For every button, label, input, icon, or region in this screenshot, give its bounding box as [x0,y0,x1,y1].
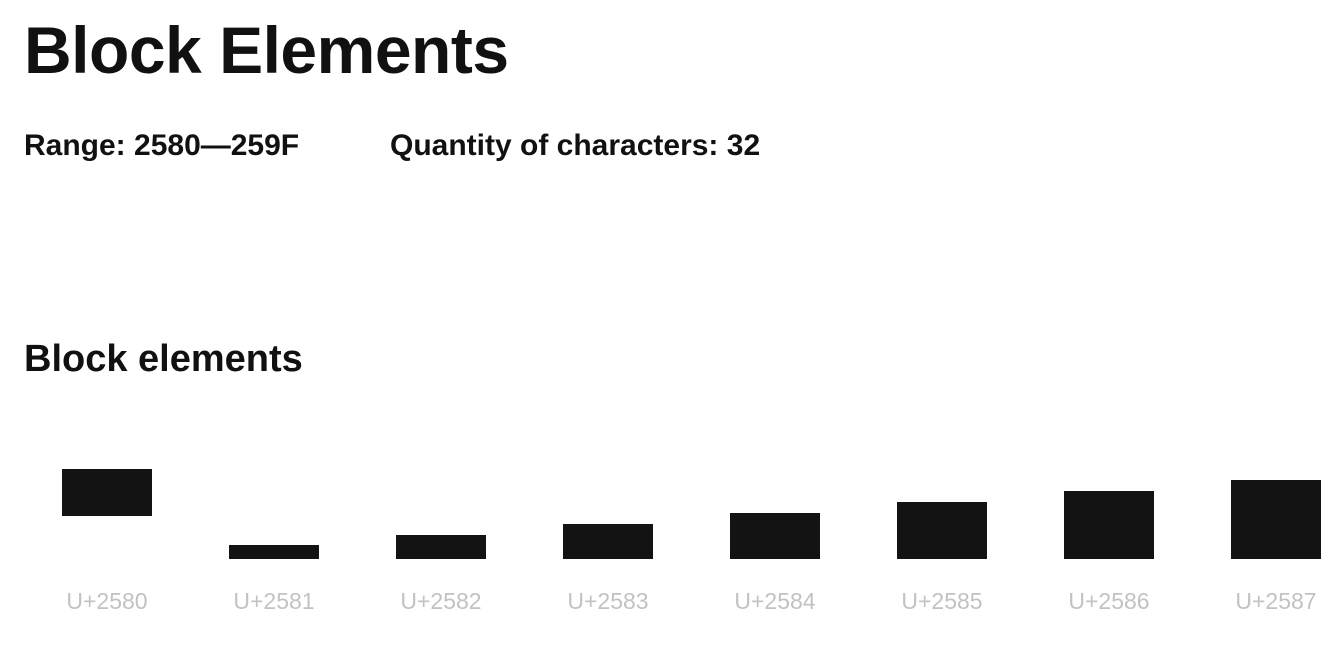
section-title: Block elements [24,338,303,380]
page-title: Block Elements [24,13,509,87]
upper-half-block-glyph [62,469,152,516]
character-cell-u2584[interactable]: U+2584 [692,440,858,630]
lower-one-eighth-block-glyph [229,545,319,559]
code-point-label: U+2583 [567,588,649,614]
character-cell-u2581[interactable]: U+2581 [191,440,357,630]
character-cell-u2585[interactable]: U+2585 [859,440,1025,630]
code-point-label: U+2586 [1068,588,1150,614]
lower-seven-eighths-block-glyph [1231,480,1321,559]
lower-five-eighths-block-glyph [897,502,987,559]
character-cell-u2586[interactable]: U+2586 [1026,440,1192,630]
code-point-label: U+2581 [233,588,315,614]
lower-one-quarter-block-glyph [396,535,486,559]
code-point-label: U+2587 [1235,588,1317,614]
lower-half-block-glyph [730,513,820,559]
code-point-label: U+2584 [734,588,816,614]
code-point-label: U+2580 [66,588,148,614]
code-point-label: U+2582 [400,588,482,614]
lower-three-eighths-block-glyph [563,524,653,559]
range-info-row: Range: 2580—259F Quantity of characters:… [24,126,760,166]
character-cell-u2583[interactable]: U+2583 [525,440,691,630]
character-cell-u2587[interactable]: U+2587 [1193,440,1340,630]
character-grid: U+2580 U+2581 U+2582 U+2583 U+2584 U+258… [24,440,1340,630]
code-point-label: U+2585 [901,588,983,614]
lower-three-quarters-block-glyph [1064,491,1154,559]
character-cell-u2582[interactable]: U+2582 [358,440,524,630]
character-count-text: Quantity of characters: 32 [390,129,761,162]
range-text: Range: 2580—259F [24,129,300,162]
character-cell-u2580[interactable]: U+2580 [24,440,190,630]
